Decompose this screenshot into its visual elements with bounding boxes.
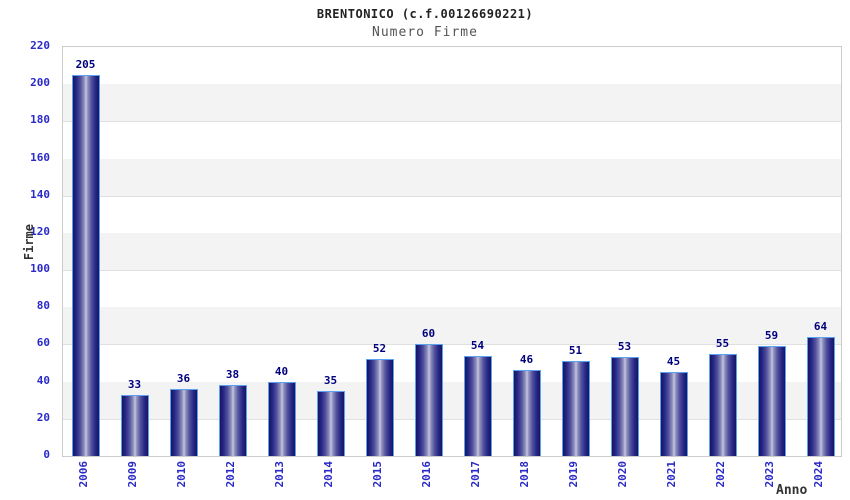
x-tick-label: 2017 bbox=[468, 461, 482, 488]
x-tick-label: 2012 bbox=[223, 461, 237, 488]
bar-value-label: 40 bbox=[274, 365, 289, 378]
x-tick-label: 2016 bbox=[419, 461, 433, 488]
x-tick-label: 2020 bbox=[615, 461, 629, 488]
chart-title: BRENTONICO (c.f.00126690221) bbox=[316, 7, 534, 21]
bar bbox=[414, 344, 443, 456]
bar-value-label: 60 bbox=[421, 327, 436, 340]
bar bbox=[316, 391, 345, 456]
grid-band bbox=[63, 47, 841, 86]
bar-value-label: 54 bbox=[470, 339, 485, 352]
x-tick-label: 2021 bbox=[664, 461, 678, 488]
bar bbox=[512, 370, 541, 456]
grid-band bbox=[63, 84, 841, 123]
bar-value-label: 52 bbox=[372, 342, 387, 355]
x-tick-label: 2006 bbox=[76, 461, 90, 488]
bar-value-label: 205 bbox=[75, 58, 96, 71]
bar bbox=[71, 75, 100, 456]
chart-subtitle: Numero Firme bbox=[372, 25, 478, 40]
y-tick-label: 200 bbox=[30, 76, 50, 90]
bar bbox=[806, 337, 835, 456]
y-tick-label: 160 bbox=[30, 150, 50, 164]
bar-value-label: 59 bbox=[764, 329, 779, 342]
bar-value-label: 35 bbox=[323, 374, 338, 387]
y-tick-label: 0 bbox=[43, 448, 50, 461]
bar-value-label: 38 bbox=[225, 368, 240, 381]
bar bbox=[757, 346, 786, 456]
bar bbox=[365, 359, 394, 456]
bar bbox=[169, 389, 198, 456]
x-tick-label: 2009 bbox=[125, 461, 139, 488]
bar-value-label: 46 bbox=[519, 353, 534, 366]
bar-value-label: 51 bbox=[568, 344, 583, 357]
x-tick-label: 2010 bbox=[174, 461, 188, 488]
y-tick-label: 40 bbox=[36, 373, 50, 387]
bar-value-label: 45 bbox=[666, 355, 681, 368]
bar bbox=[267, 382, 296, 456]
bar bbox=[561, 361, 590, 456]
bar-value-label: 33 bbox=[127, 378, 142, 391]
x-axis-title: Anno bbox=[776, 483, 808, 498]
y-tick-label: 180 bbox=[30, 113, 50, 127]
bar bbox=[610, 357, 639, 456]
plot-area: 205 33 36 38 40 35 52 60 54 46 51 53 45 55 59 64 bbox=[62, 46, 842, 457]
bar bbox=[463, 356, 492, 456]
y-axis-title: Firme bbox=[22, 224, 36, 261]
y-tick-label: 60 bbox=[36, 336, 50, 350]
y-tick-label: 100 bbox=[30, 262, 50, 276]
x-tick-label: 2022 bbox=[713, 461, 727, 488]
y-tick-label: 80 bbox=[36, 299, 50, 313]
bar-value-label: 64 bbox=[813, 320, 828, 333]
bar-value-label: 36 bbox=[176, 372, 191, 385]
grid-band bbox=[63, 121, 841, 160]
y-tick-label: 220 bbox=[30, 39, 50, 52]
grid-band bbox=[63, 196, 841, 234]
bar bbox=[659, 372, 688, 456]
bar bbox=[218, 385, 247, 456]
grid-band bbox=[63, 270, 841, 309]
bar-value-label: 53 bbox=[617, 340, 632, 353]
bar bbox=[708, 354, 737, 456]
x-tick-label: 2018 bbox=[517, 461, 531, 488]
grid-band bbox=[63, 307, 841, 346]
y-tick-label: 140 bbox=[30, 187, 50, 201]
x-tick-label: 2013 bbox=[272, 461, 286, 488]
x-tick-label: 2019 bbox=[566, 461, 580, 488]
bar-value-label: 55 bbox=[715, 337, 730, 350]
bar bbox=[120, 395, 149, 456]
y-tick-label: 120 bbox=[30, 224, 50, 238]
x-tick-label: 2023 bbox=[762, 461, 776, 488]
x-tick-label: 2015 bbox=[370, 461, 384, 488]
grid-band bbox=[63, 232, 841, 272]
grid-band bbox=[63, 158, 841, 197]
x-tick-label: 2014 bbox=[321, 461, 335, 488]
y-tick-label: 20 bbox=[36, 410, 50, 424]
